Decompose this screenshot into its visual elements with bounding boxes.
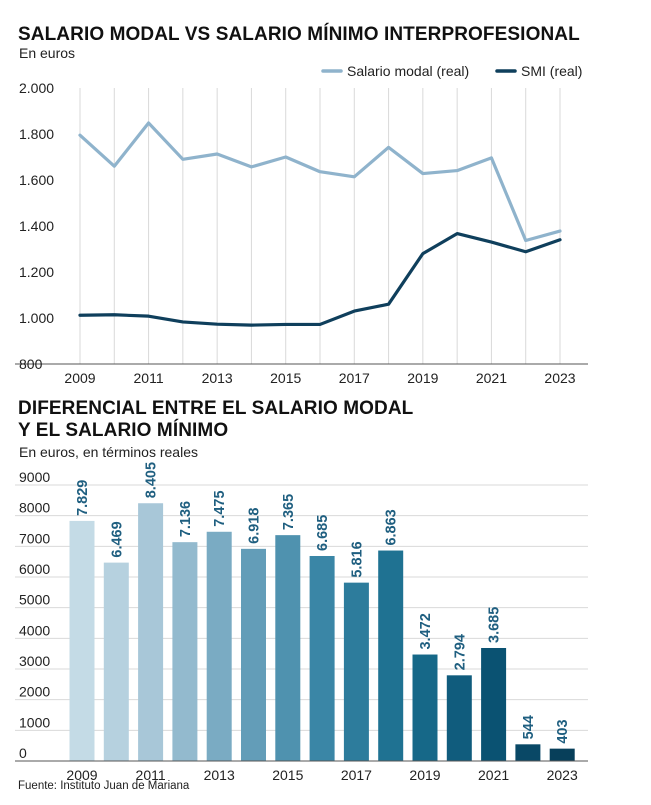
y-tick-label: 1.400	[19, 218, 54, 234]
x-tick-label: 2009	[64, 370, 95, 386]
x-tick-label: 2023	[547, 767, 578, 783]
y-tick-label: 1.000	[19, 310, 54, 326]
y-tick-label: 7000	[19, 530, 50, 546]
y-tick-label: 1.200	[19, 264, 54, 280]
y-tick-label: 0	[19, 745, 27, 761]
y-tick-label: 800	[19, 356, 43, 372]
bar	[275, 535, 301, 761]
x-tick-label: 2023	[544, 370, 575, 386]
bar-value-label: 6.469	[109, 521, 125, 557]
y-tick-label: 8000	[19, 500, 50, 516]
bar	[206, 531, 232, 761]
bar-value-label: 7.475	[212, 490, 228, 526]
bar	[69, 520, 95, 761]
y-tick-label: 5000	[19, 592, 50, 608]
y-tick-label: 2.000	[19, 80, 54, 96]
bar-chart-title-line1: DIFERENCIAL ENTRE EL SALARIO MODAL	[18, 398, 414, 419]
bar-chart-subtitle: En euros, en términos reales	[19, 444, 198, 460]
source-note: Fuente: Instituto Juan de Mariana	[18, 780, 190, 792]
x-tick-label: 2019	[409, 767, 440, 783]
bar-value-label: 6.863	[384, 509, 400, 545]
bar-value-label: 2.794	[452, 634, 468, 670]
x-tick-label: 2017	[339, 370, 370, 386]
y-tick-label: 1.800	[19, 126, 54, 142]
x-tick-label: 2013	[202, 370, 233, 386]
x-tick-label: 2011	[134, 370, 164, 386]
x-tick-label: 2021	[476, 370, 507, 386]
x-tick-label: 2015	[272, 767, 303, 783]
bar-value-label: 7.136	[178, 501, 194, 537]
y-tick-label: 2000	[19, 684, 50, 700]
bar-value-label: 6.685	[315, 515, 331, 551]
y-tick-label: 9000	[19, 469, 50, 485]
bar	[103, 562, 129, 761]
bar	[343, 582, 369, 761]
line-chart-title: SALARIO MODAL VS SALARIO MÍNIMO INTERPRO…	[18, 24, 580, 45]
bar-chart: 0 1000 2000 3000 4000 5000 6000 7000 8000 9000 7.8…	[15, 462, 588, 783]
bar	[172, 542, 198, 761]
bar	[446, 675, 472, 761]
x-tick-label: 2011	[136, 767, 166, 783]
bar	[241, 548, 266, 761]
bar-value-label: 8.405	[144, 462, 160, 498]
y-tick-label: 1000	[19, 714, 50, 730]
x-tick-label: 2013	[204, 767, 235, 783]
bar	[515, 744, 541, 761]
bar-value-label: 5.816	[349, 541, 365, 577]
bar	[481, 647, 507, 761]
bar-value-label: 7.365	[281, 494, 297, 530]
bar-value-label: 6.918	[247, 508, 263, 544]
bar	[378, 550, 404, 761]
bar	[549, 748, 575, 761]
y-tick-label: 1.600	[19, 172, 54, 188]
bar-value-label: 3.472	[418, 613, 434, 649]
legend-label: SMI (real)	[521, 63, 582, 79]
bar	[412, 654, 438, 761]
bar-value-label: 403	[555, 719, 571, 743]
y-tick-label: 4000	[19, 622, 50, 638]
bar	[138, 503, 164, 761]
x-tick-label: 2017	[341, 767, 372, 783]
y-tick-label: 6000	[19, 561, 50, 577]
bar-value-label: 3.685	[487, 607, 503, 643]
series-line-salario-modal	[78, 121, 562, 243]
line-chart: 800 1.000 1.200 1.400 1.600 1.800 2.000 2009 201…	[15, 63, 588, 386]
bar	[309, 555, 335, 761]
x-tick-label: 2015	[270, 370, 301, 386]
series-line-smi	[78, 231, 562, 327]
x-tick-label: 2021	[478, 767, 509, 783]
x-tick-label: 2009	[66, 767, 97, 783]
x-tick-label: 2019	[407, 370, 438, 386]
bar-value-label: 544	[521, 715, 537, 739]
legend-label: Salario modal (real)	[347, 63, 469, 79]
y-tick-label: 3000	[19, 653, 50, 669]
line-chart-subtitle: En euros	[19, 45, 76, 61]
bar-chart-title-line2: Y EL SALARIO MÍNIMO	[18, 420, 229, 441]
bar-value-label: 7.829	[75, 480, 91, 516]
